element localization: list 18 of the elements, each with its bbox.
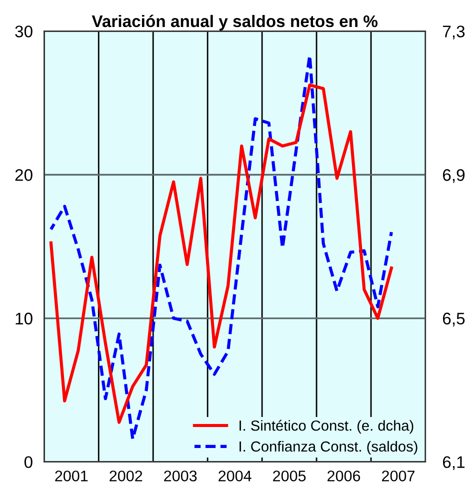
y2-tick-label: 7,3 — [442, 26, 465, 40]
x-tick-label: 2003 — [164, 470, 197, 482]
x-tick-label: 2002 — [110, 470, 142, 482]
x-tick-label: 2004 — [218, 470, 252, 482]
y2-tick-label: 6,5 — [442, 312, 465, 326]
legend-label: I. Sintético Const. (e. dcha) — [240, 420, 414, 434]
y2-tick-label: 6,9 — [442, 169, 465, 183]
legend-label: I. Confianza Const. (saldos) — [240, 440, 418, 455]
y-tick-label: 20 — [15, 169, 32, 181]
x-tick-label: 2005 — [273, 470, 306, 482]
x-tick-label: 2007 — [382, 470, 414, 482]
chart-title: Variación anual y saldos netos en % — [92, 14, 378, 30]
x-tick-label: 2006 — [328, 470, 360, 482]
y2-tick-label: 6,1 — [442, 456, 464, 470]
y-tick-label: 0 — [24, 456, 32, 468]
x-tick-label: 2001 — [55, 470, 88, 482]
y-tick-label: 30 — [15, 26, 32, 38]
y-tick-label: 10 — [16, 312, 32, 324]
